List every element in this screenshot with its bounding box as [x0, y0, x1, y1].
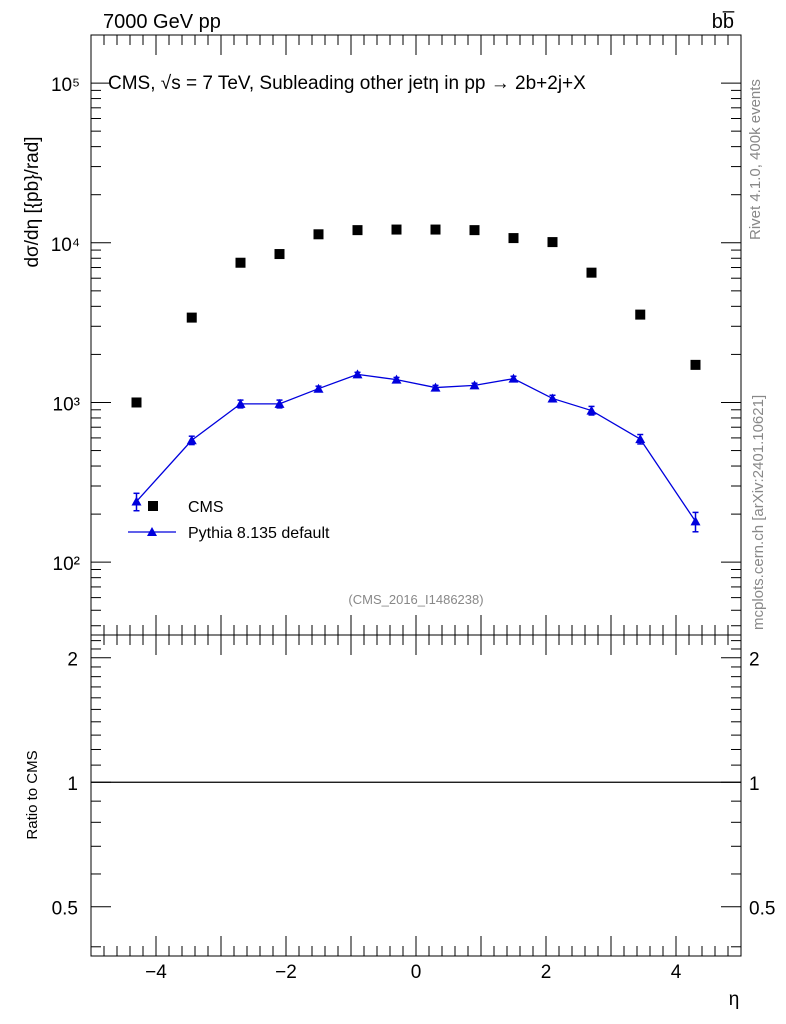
cms-point [635, 309, 646, 320]
header-energy-label: 7000 GeV pp [103, 11, 221, 33]
y-tick-label-100: 10² [53, 554, 80, 575]
chart-title: CMS, √s = 7 TeV, Subleading other jetη i… [108, 73, 586, 94]
y-axis-label: dσ/dη [{pb}/rad] [22, 136, 43, 267]
ratio-y-tick-label-0.5: 0.5 [52, 899, 78, 920]
cms-point [186, 312, 197, 323]
ratio-y-tick-label-right-0.5: 0.5 [749, 899, 775, 920]
rivet-info-label: Rivet 4.1.0, 400k events [747, 79, 764, 240]
pythia-point [586, 405, 597, 415]
analysis-watermark: (CMS_2016_I1486238) [348, 592, 483, 607]
pythia-line [136, 373, 697, 522]
pythia-point [186, 435, 197, 445]
y-tick-label-1000: 10³ [53, 394, 80, 415]
pythia-point [469, 380, 480, 390]
ratio-y-tick-label-1: 1 [67, 774, 78, 795]
legend-pythia-marker [147, 527, 157, 536]
x-tick-label-4: 4 [671, 962, 682, 983]
legend-pythia-label: Pythia 8.135 default [188, 525, 330, 542]
legend-cms-marker [148, 501, 158, 511]
pythia-point [235, 398, 246, 408]
x-axis-label: η [729, 989, 740, 1010]
ratio-y-tick-label-right-2: 2 [749, 650, 760, 671]
main-plot-frame [90, 34, 742, 636]
cms-point [352, 225, 363, 236]
data-layer [131, 224, 701, 533]
cms-point [430, 224, 441, 235]
cms-point [235, 257, 246, 268]
ratio-y-tick-label-right-1: 1 [749, 774, 760, 795]
legend: CMS Pythia 8.135 default [128, 499, 330, 542]
y-tick-label-100000: 10⁵ [51, 75, 80, 96]
x-tick-label-0: 0 [411, 962, 422, 983]
cms-point [508, 233, 519, 244]
pythia-point [547, 393, 558, 403]
pythia-point [391, 374, 402, 384]
cms-point [690, 359, 701, 370]
cms-point [547, 237, 558, 248]
cms-point [391, 224, 402, 235]
cms-point [274, 249, 285, 260]
ratio-y-tick-label-2: 2 [67, 650, 78, 671]
y-tick-label-10000: 10⁴ [51, 235, 80, 256]
cms-point [131, 397, 142, 408]
x-tick-label-2: 2 [541, 962, 552, 983]
ratio-axis-ticks [90, 635, 742, 956]
pythia-point [313, 383, 324, 393]
x-tick-label-minus4: −4 [145, 962, 167, 983]
mcplots-info-label: mcplots.cern.ch [arXiv:2401.10621] [750, 395, 767, 630]
main-axis-ticks [90, 34, 742, 635]
pythia-point [430, 382, 441, 392]
cms-point [313, 229, 324, 240]
ratio-plot-frame [90, 634, 742, 957]
ratio-y-axis-label: Ratio to CMS [24, 750, 41, 839]
x-tick-label-minus2: −2 [275, 962, 297, 983]
header-process-label: bb̅ [712, 10, 735, 33]
cms-point [586, 267, 597, 278]
pythia-point [635, 434, 646, 444]
pythia-point [274, 398, 285, 408]
pythia-point [131, 496, 142, 506]
legend-cms-label: CMS [188, 499, 224, 516]
cms-point [469, 225, 480, 236]
pythia-point [690, 516, 701, 526]
pythia-point [352, 369, 363, 379]
pythia-point [508, 373, 519, 383]
